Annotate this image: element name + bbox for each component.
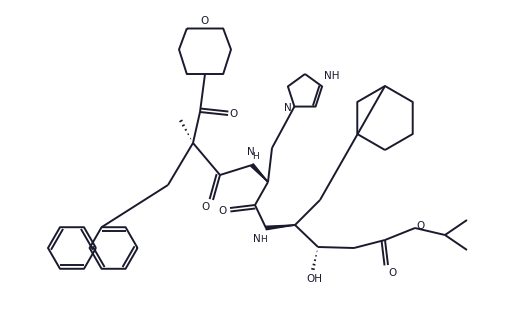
Text: O: O	[230, 109, 238, 119]
Polygon shape	[251, 164, 268, 182]
Text: O: O	[389, 268, 397, 278]
Text: N: N	[284, 103, 291, 113]
Text: H: H	[252, 152, 259, 161]
Text: O: O	[202, 202, 210, 212]
Polygon shape	[266, 225, 295, 230]
Text: N: N	[247, 147, 255, 157]
Text: O: O	[201, 16, 209, 26]
Text: N: N	[253, 234, 261, 244]
Text: O: O	[417, 221, 425, 231]
Text: O: O	[219, 206, 227, 216]
Text: NH: NH	[324, 71, 340, 81]
Text: H: H	[260, 234, 267, 244]
Text: OH: OH	[306, 274, 322, 284]
